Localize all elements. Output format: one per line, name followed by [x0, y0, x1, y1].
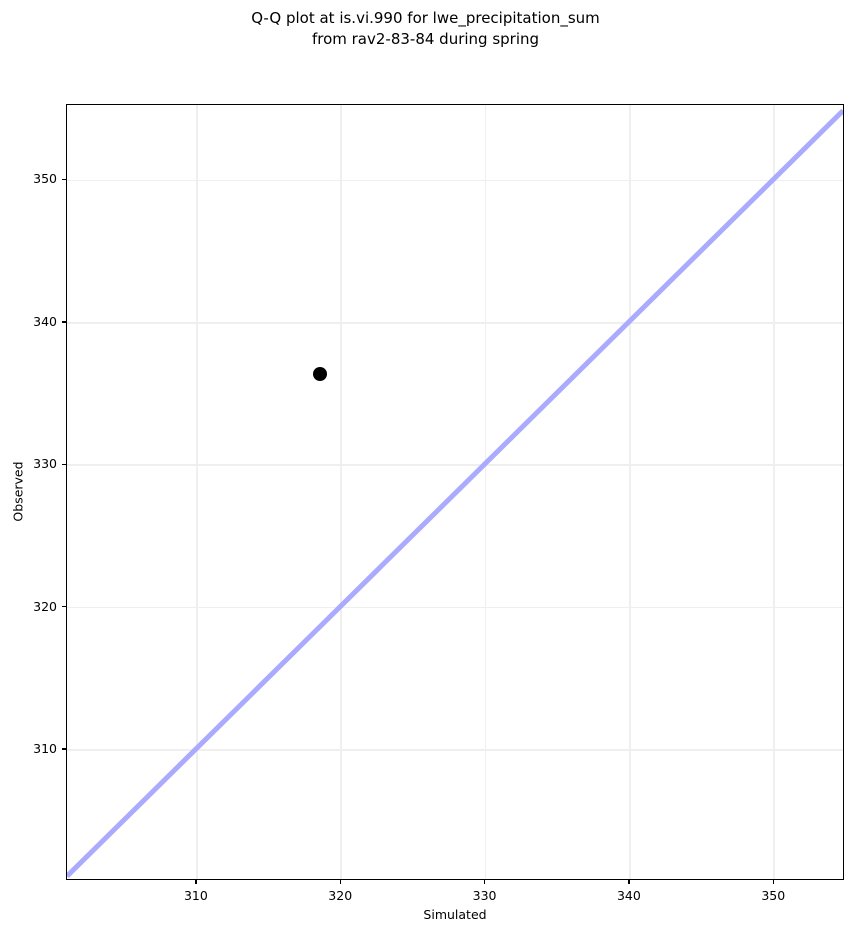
- y-tick-mark: [62, 321, 66, 323]
- data-point: [312, 367, 327, 382]
- gridline-vertical: [484, 105, 487, 879]
- chart-title-line-1: Q-Q plot at is.vi.990 for lwe_precipitat…: [251, 9, 600, 27]
- gridline-vertical: [340, 105, 343, 879]
- x-tick-label: 310: [183, 888, 208, 903]
- x-axis-label: Simulated: [423, 907, 487, 922]
- y-tick-mark: [62, 463, 66, 465]
- y-tick-label: 310: [33, 741, 57, 756]
- gridline-horizontal: [67, 179, 843, 182]
- gridline-horizontal: [67, 749, 843, 751]
- gridline-vertical: [629, 105, 631, 879]
- gridline-horizontal: [67, 464, 843, 467]
- one-to-one-reference-line: [67, 105, 843, 879]
- x-tick-mark: [483, 880, 486, 884]
- x-tick-mark: [772, 880, 774, 884]
- gridline-vertical: [773, 105, 776, 879]
- x-tick-label: 340: [616, 888, 641, 903]
- x-tick-label: 350: [761, 888, 786, 903]
- y-tick-label: 320: [33, 598, 57, 614]
- x-tick-mark: [195, 880, 197, 884]
- plot-area: [66, 104, 844, 880]
- x-tick-label: 320: [328, 888, 353, 903]
- y-tick-label: 350: [33, 171, 57, 187]
- x-tick-mark: [628, 880, 630, 884]
- y-tick-mark: [62, 748, 66, 750]
- y-tick-label: 330: [33, 456, 57, 472]
- x-tick-label: 330: [472, 888, 497, 903]
- gridline-horizontal: [67, 606, 843, 609]
- x-tick-mark: [339, 880, 341, 884]
- gridline-horizontal: [67, 322, 843, 324]
- y-tick-mark: [62, 178, 66, 181]
- y-tick-label: 340: [33, 313, 57, 329]
- y-axis-label: Observed: [10, 461, 26, 522]
- gridline-vertical: [196, 105, 198, 879]
- chart-title-line-2: from rav2-83-84 during spring: [311, 30, 540, 48]
- chart-title: Q-Q plot at is.vi.990 for lwe_precipitat…: [0, 8, 851, 50]
- y-tick-mark: [62, 605, 66, 608]
